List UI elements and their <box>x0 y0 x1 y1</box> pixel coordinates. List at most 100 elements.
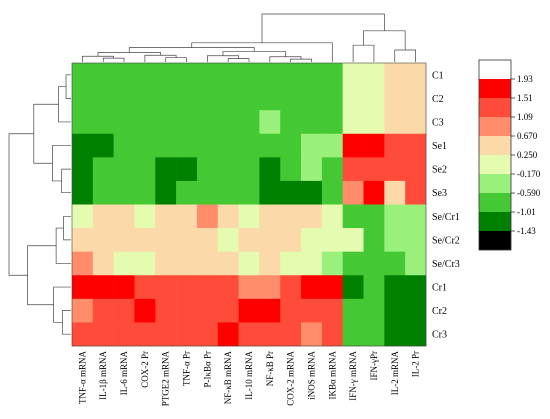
heatmap-cell <box>301 204 323 229</box>
heatmap-cell <box>280 157 302 182</box>
heatmap-cell <box>405 228 427 252</box>
heatmap-cell <box>321 86 343 111</box>
colorbar-swatch <box>479 174 511 193</box>
heatmap-cell <box>342 110 364 135</box>
column-label: P-IκBα Pr <box>202 351 212 388</box>
heatmap-cell <box>176 180 198 205</box>
heatmap-cell <box>259 228 281 252</box>
heatmap-cell <box>321 204 343 229</box>
heatmap-cell <box>363 110 385 135</box>
heatmap-cell <box>92 298 114 323</box>
heatmap-cell <box>259 204 281 229</box>
heatmap-cell <box>155 204 177 229</box>
heatmap-cell <box>134 322 156 347</box>
heatmap-cell <box>113 275 135 300</box>
heatmap-cell <box>155 251 177 276</box>
heatmap-cell <box>280 251 302 276</box>
heatmap-cell <box>113 63 135 87</box>
heatmap-cell <box>134 63 156 87</box>
heatmap-cell <box>238 298 260 323</box>
heatmap-cell <box>321 180 343 205</box>
dendrogram-link <box>82 55 114 62</box>
heatmap-cell <box>405 204 427 229</box>
heatmap-cell <box>92 275 114 300</box>
heatmap-cell <box>259 275 281 300</box>
heatmap-cell <box>155 133 177 158</box>
heatmap-cell <box>238 180 260 205</box>
heatmap-cell <box>196 228 219 252</box>
dendrogram-link <box>61 310 71 335</box>
heatmap-cell <box>405 322 427 347</box>
heatmap-cell <box>238 110 260 135</box>
heatmap-cell <box>259 110 281 135</box>
heatmap-cell <box>92 251 114 276</box>
heatmap-cell <box>384 180 406 205</box>
heatmap-cell <box>321 322 343 347</box>
row-label: Cr3 <box>432 330 447 341</box>
row-label: Se1 <box>432 141 447 152</box>
heatmap-cell <box>217 298 239 323</box>
heatmap-cell <box>280 275 302 300</box>
row-label: Se/Cr2 <box>432 235 460 246</box>
row-labels: C1 C2 C3 Se1 Se2 Se3 Se/Cr1 Se/Cr2 Se/Cr3 Cr1 Cr2 C… <box>432 70 460 340</box>
dendrogram-link <box>63 215 71 241</box>
column-label: IL-6 mRNA <box>119 351 129 396</box>
heatmap-cell <box>155 86 177 111</box>
heatmap-cell <box>155 275 177 300</box>
heatmap-cell <box>196 251 219 276</box>
heatmap-cell <box>92 110 114 135</box>
heatmap-cell <box>217 251 239 276</box>
heatmap-cell <box>363 251 385 276</box>
heatmap-cell <box>321 133 343 158</box>
heatmap-cell <box>384 110 406 135</box>
heatmap-cell <box>363 157 385 182</box>
row-label: Se/Cr1 <box>432 212 460 223</box>
heatmap-cell <box>238 275 260 300</box>
heatmap-cell <box>405 86 427 111</box>
heatmap-cell <box>113 133 135 158</box>
dendrogram-link <box>102 57 125 62</box>
heatmap-cell <box>301 228 323 252</box>
heatmap-cell <box>113 157 135 182</box>
heatmap-cell <box>176 63 198 87</box>
heatmap-cell <box>405 251 427 276</box>
colorbar-swatch <box>479 193 511 212</box>
heatmap-cell <box>176 204 198 229</box>
heatmap-cell <box>363 322 385 347</box>
heatmap-cell <box>134 133 156 158</box>
heatmap-cell <box>384 275 406 300</box>
heatmap-cell <box>196 110 219 135</box>
colorbar-tick-label: 1.51 <box>517 93 533 103</box>
heatmap-cell <box>321 275 343 300</box>
heatmap-cell <box>301 322 323 347</box>
dendrogram-link <box>227 58 250 62</box>
heatmap-cell <box>342 180 364 205</box>
heatmap-cell <box>196 180 219 205</box>
heatmap-cell <box>280 204 302 229</box>
heatmap-cell <box>134 180 156 205</box>
heatmap-cell <box>217 275 239 300</box>
heatmap-cell <box>196 275 219 300</box>
heatmap-cell <box>155 180 177 205</box>
heatmap-cell <box>217 228 239 252</box>
heatmap-cell <box>92 86 114 111</box>
dendrogram-link <box>165 57 187 62</box>
row-label: C1 <box>432 70 444 81</box>
column-label: IFN-γPr <box>369 351 379 380</box>
heatmap-cell <box>155 322 177 347</box>
heatmap-cell <box>259 133 281 158</box>
heatmap-cell <box>113 228 135 252</box>
row-label: C3 <box>432 117 444 128</box>
colorbar-swatch <box>479 212 511 231</box>
colorbar-tick-label: -0.590 <box>517 188 541 198</box>
heatmap-cell <box>196 204 219 229</box>
heatmap-cell <box>113 298 135 323</box>
row-label: Se3 <box>432 188 447 199</box>
heatmap-cell <box>301 133 323 158</box>
heatmap-cell <box>363 63 385 87</box>
heatmap-cell <box>72 86 94 111</box>
colorbar-tick-label: 1.93 <box>517 74 533 84</box>
row-label: Cr2 <box>432 306 447 317</box>
dendrogram-link <box>33 103 59 164</box>
heatmap-cell <box>405 110 427 135</box>
